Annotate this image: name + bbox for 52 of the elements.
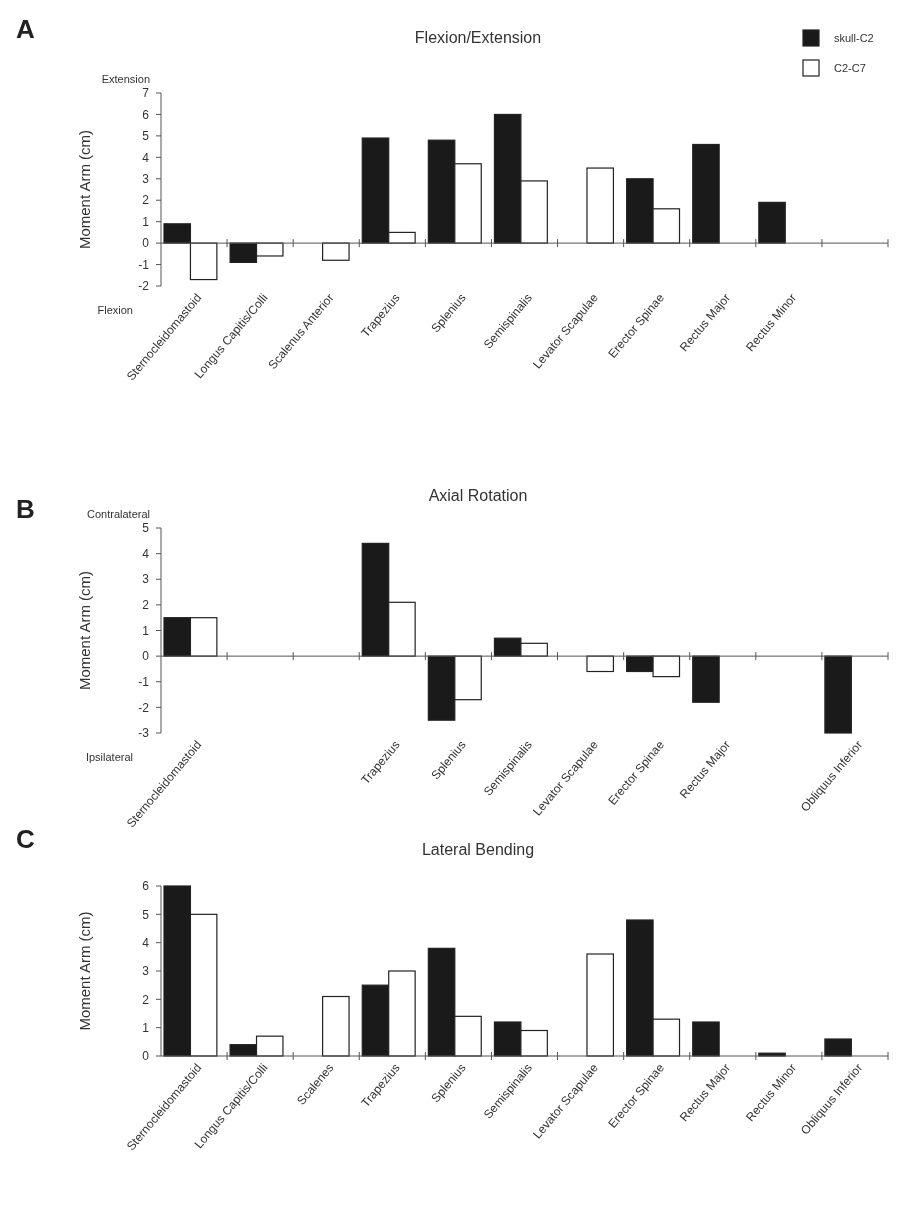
y-tick-label: 2	[142, 598, 150, 613]
y-tick-label: 3	[142, 572, 150, 587]
y-tick-label: 5	[142, 521, 150, 536]
y-tick-label: 1	[142, 623, 150, 638]
y-tick-label: 5	[142, 907, 150, 922]
y-tick-label: 4	[142, 935, 150, 950]
y-tick-label: 2	[142, 992, 150, 1007]
y-tick-label: 0	[142, 649, 150, 664]
bar	[163, 223, 192, 244]
y-tick-label: 5	[142, 129, 150, 144]
y-tick-label: 7	[142, 86, 150, 101]
y-tick-label: 3	[142, 964, 150, 979]
bar	[322, 242, 350, 261]
y-tick-label: -2	[138, 700, 150, 715]
y-tick-label: 0	[142, 1049, 150, 1064]
bar	[586, 953, 615, 1057]
bar	[322, 995, 350, 1057]
text: C	[16, 824, 35, 854]
legend-label: C2-C7	[834, 61, 866, 74]
text: A	[16, 14, 35, 44]
y-tick-label: 4	[142, 546, 150, 561]
y-tick-label: -2	[138, 279, 150, 294]
y-tick-label: 0	[142, 236, 150, 251]
y-tick-label: 3	[142, 171, 150, 186]
y-tick-label: 6	[142, 107, 150, 122]
y-tick-label: 4	[142, 150, 150, 165]
chart-title: Flexion/Extension	[414, 29, 542, 46]
y-axis-title: Moment Arm (cm)	[76, 570, 93, 691]
y-tick-label: -1	[138, 257, 150, 272]
bar	[692, 143, 720, 244]
legend-label: skull-C2	[834, 31, 874, 44]
y-tick-label: 2	[142, 193, 150, 208]
chart-title: Axial Rotation	[428, 487, 528, 504]
y-tick-label: 1	[142, 1020, 150, 1035]
bar	[824, 1038, 852, 1057]
bar	[758, 201, 786, 244]
y-axis-title: Moment Arm (cm)	[76, 129, 93, 250]
chart-title: Lateral Bending	[421, 841, 535, 858]
bar	[586, 167, 615, 244]
y-tick-label: 1	[142, 214, 150, 229]
bar	[189, 242, 218, 281]
y-axis-title: Moment Arm (cm)	[76, 911, 93, 1031]
text: Contralateral	[87, 508, 150, 520]
bar	[692, 1021, 720, 1057]
y-tick-label: 6	[142, 879, 150, 894]
bar	[824, 655, 852, 734]
text: B	[16, 494, 35, 524]
y-tick-label: -1	[138, 674, 150, 689]
y-tick-label: -3	[138, 726, 150, 741]
bar	[586, 655, 615, 673]
text: Extension	[101, 73, 150, 85]
bar	[692, 655, 720, 703]
